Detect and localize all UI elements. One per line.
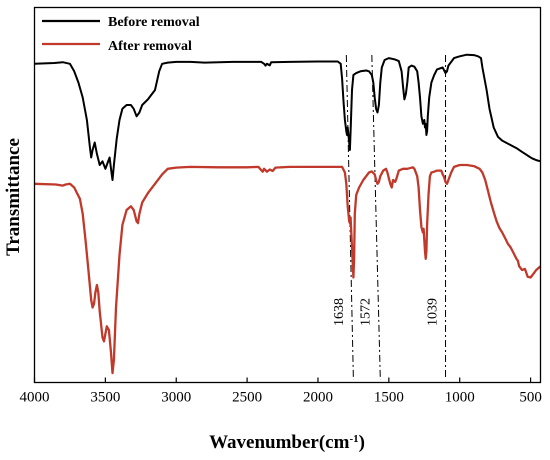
x-axis-ticks: 4000 3500 3000 2500 2000 1500 1000 500 xyxy=(20,377,542,406)
x-tick-label-6: 1000 xyxy=(445,390,475,406)
annotation-label-1: 1572 xyxy=(359,298,374,326)
plot-frame xyxy=(33,6,542,384)
x-tick-label-0: 4000 xyxy=(20,390,50,406)
x-tick-label-1: 3500 xyxy=(90,390,120,406)
plot-area: 4000 3500 3000 2500 2000 1500 1000 500 1638 1572… xyxy=(20,6,542,406)
annotation-lines xyxy=(345,54,447,381)
legend: Before removal After removal xyxy=(42,15,200,54)
legend-label-before: Before removal xyxy=(108,15,200,30)
series-line-0 xyxy=(34,53,541,181)
x-axis-title-sup: -1 xyxy=(349,433,358,445)
x-tick-label-5: 1500 xyxy=(374,390,404,406)
x-axis-title: Wavenumber(cm-1) xyxy=(209,432,365,453)
x-tick-label-4: 2000 xyxy=(303,390,333,406)
series-line-1 xyxy=(34,163,542,375)
legend-label-after: After removal xyxy=(108,39,192,54)
x-axis-title-main: Wavenumber(cm xyxy=(209,432,350,453)
x-tick-label-3: 2500 xyxy=(232,390,262,406)
x-tick-label-7: 500 xyxy=(519,390,542,406)
annotation-label-0: 1638 xyxy=(332,298,347,326)
x-tick-label-2: 3000 xyxy=(161,390,191,406)
annotation-label-2: 1039 xyxy=(426,298,441,326)
series-group xyxy=(34,53,542,375)
y-axis-title: Transmittance xyxy=(3,138,24,256)
x-axis-title-close: ) xyxy=(359,432,365,453)
annotation-labels: 1638 1572 1039 xyxy=(332,298,441,326)
annotation-line-0 xyxy=(345,54,354,381)
annotation-line-1 xyxy=(371,54,381,381)
